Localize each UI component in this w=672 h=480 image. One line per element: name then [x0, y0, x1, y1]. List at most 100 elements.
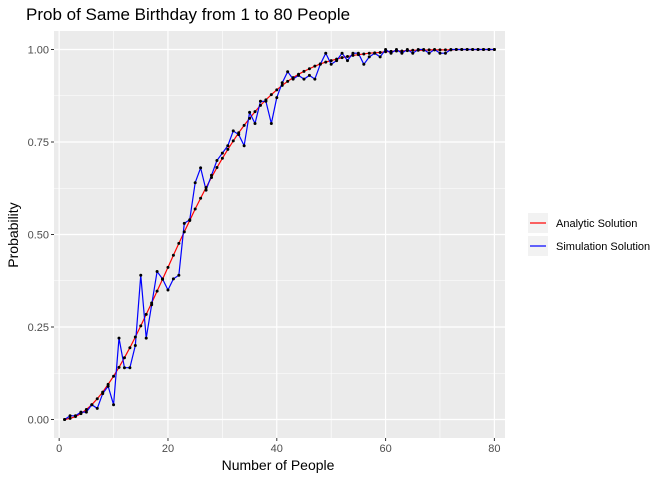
series-2-point — [362, 62, 366, 66]
series-1-point — [329, 59, 333, 63]
y-tick-label: 0.75 — [28, 137, 49, 149]
series-2-point — [329, 62, 333, 66]
series-1-point — [367, 51, 371, 55]
legend-label: Simulation Solution — [556, 241, 650, 253]
series-2-point — [400, 51, 404, 55]
series-1-point — [427, 48, 431, 52]
series-2-point — [220, 151, 224, 155]
series-2-point — [248, 110, 252, 114]
series-2-point — [171, 277, 175, 281]
series-1-point — [122, 356, 126, 360]
series-2-point — [128, 366, 132, 370]
series-1-point — [112, 374, 116, 378]
series-1-point — [193, 207, 197, 211]
series-2-point — [101, 392, 105, 396]
series-1-point — [144, 312, 148, 316]
series-1-point — [68, 416, 72, 420]
y-tick-label: 1.00 — [28, 45, 49, 57]
series-2-point — [433, 48, 437, 51]
series-2-point — [460, 48, 464, 51]
series-1-point — [139, 324, 143, 328]
x-tick-label: 0 — [56, 443, 62, 455]
series-1-point — [302, 69, 306, 73]
series-1-point — [215, 166, 219, 170]
series-2-point — [378, 55, 382, 59]
series-2-point — [269, 122, 273, 125]
series-1-point — [117, 365, 121, 369]
series-1-point — [95, 397, 99, 401]
series-2-point — [313, 77, 317, 81]
series-2-point — [112, 403, 116, 407]
series-2-point — [199, 166, 203, 170]
series-2-point — [411, 51, 415, 55]
series-1-point — [253, 110, 257, 114]
series-1-point — [362, 52, 366, 56]
series-2-point — [68, 414, 72, 418]
series-1-point — [209, 176, 213, 180]
series-2-point — [286, 70, 290, 74]
series-2-point — [133, 344, 137, 347]
series-2-point — [384, 48, 388, 51]
series-1-point — [378, 50, 382, 54]
series-1-point — [324, 60, 328, 64]
chart-title: Prob of Same Birthday from 1 to 80 Peopl… — [26, 5, 350, 24]
series-2-point — [465, 48, 469, 51]
series-2-point — [307, 73, 311, 77]
series-1-point — [275, 88, 279, 92]
x-tick-label: 60 — [379, 443, 391, 455]
series-1-point — [340, 56, 344, 60]
series-2-point — [242, 144, 246, 148]
y-tick-label: 0.00 — [28, 415, 49, 427]
series-2-point — [438, 51, 442, 55]
legend-label: Analytic Solution — [556, 218, 637, 230]
series-1-point — [313, 64, 317, 68]
series-2-point — [346, 59, 350, 63]
series-2-point — [340, 51, 344, 55]
axes-layer: 0 20 40 60 80 0.00 0.25 0.50 0.75 1.00 — [28, 45, 501, 456]
series-2-point — [79, 410, 83, 414]
series-1-point — [438, 48, 442, 52]
series-2-point — [182, 221, 186, 225]
series-1-point — [166, 265, 170, 269]
series-1-point — [231, 139, 235, 143]
series-2-point — [280, 81, 284, 85]
series-2-point — [63, 418, 67, 421]
series-2-point — [139, 273, 143, 277]
series-2-point — [90, 403, 94, 407]
series-2-point — [161, 277, 165, 281]
series-2-point — [215, 159, 219, 162]
x-tick-label: 20 — [162, 443, 174, 455]
series-2-point — [150, 303, 154, 307]
major-gridlines — [54, 31, 505, 438]
series-2-point — [73, 414, 77, 418]
series-2-point — [443, 51, 447, 55]
series-2-point — [253, 122, 257, 125]
series-2-point — [389, 51, 393, 55]
series-2-point — [188, 218, 192, 222]
y-tick-label: 0.50 — [28, 230, 49, 242]
series-2-point — [297, 73, 301, 77]
series-2-point — [302, 77, 306, 81]
series-1-point — [177, 241, 181, 245]
series-1-point — [182, 230, 186, 234]
legend: Analytic Solution Simulation Solution — [528, 213, 650, 256]
series-1-point — [84, 408, 88, 412]
series-1-point — [346, 55, 350, 59]
series-1-point — [171, 253, 175, 257]
series-layer — [63, 48, 496, 421]
series-1-point — [443, 48, 447, 52]
series-2-point — [373, 51, 377, 55]
y-tick-label: 0.25 — [28, 322, 49, 334]
series-1-point — [384, 50, 388, 54]
series-2-point — [427, 51, 431, 55]
series-2-point — [492, 48, 496, 51]
series-1-point — [204, 186, 208, 190]
series-2-point — [351, 51, 355, 55]
series-2-point — [209, 173, 213, 177]
series-2-point — [122, 366, 126, 370]
series-2-point — [291, 77, 295, 81]
series-2-point — [422, 48, 426, 51]
series-1-point — [269, 93, 273, 97]
series-2-point — [193, 181, 197, 185]
